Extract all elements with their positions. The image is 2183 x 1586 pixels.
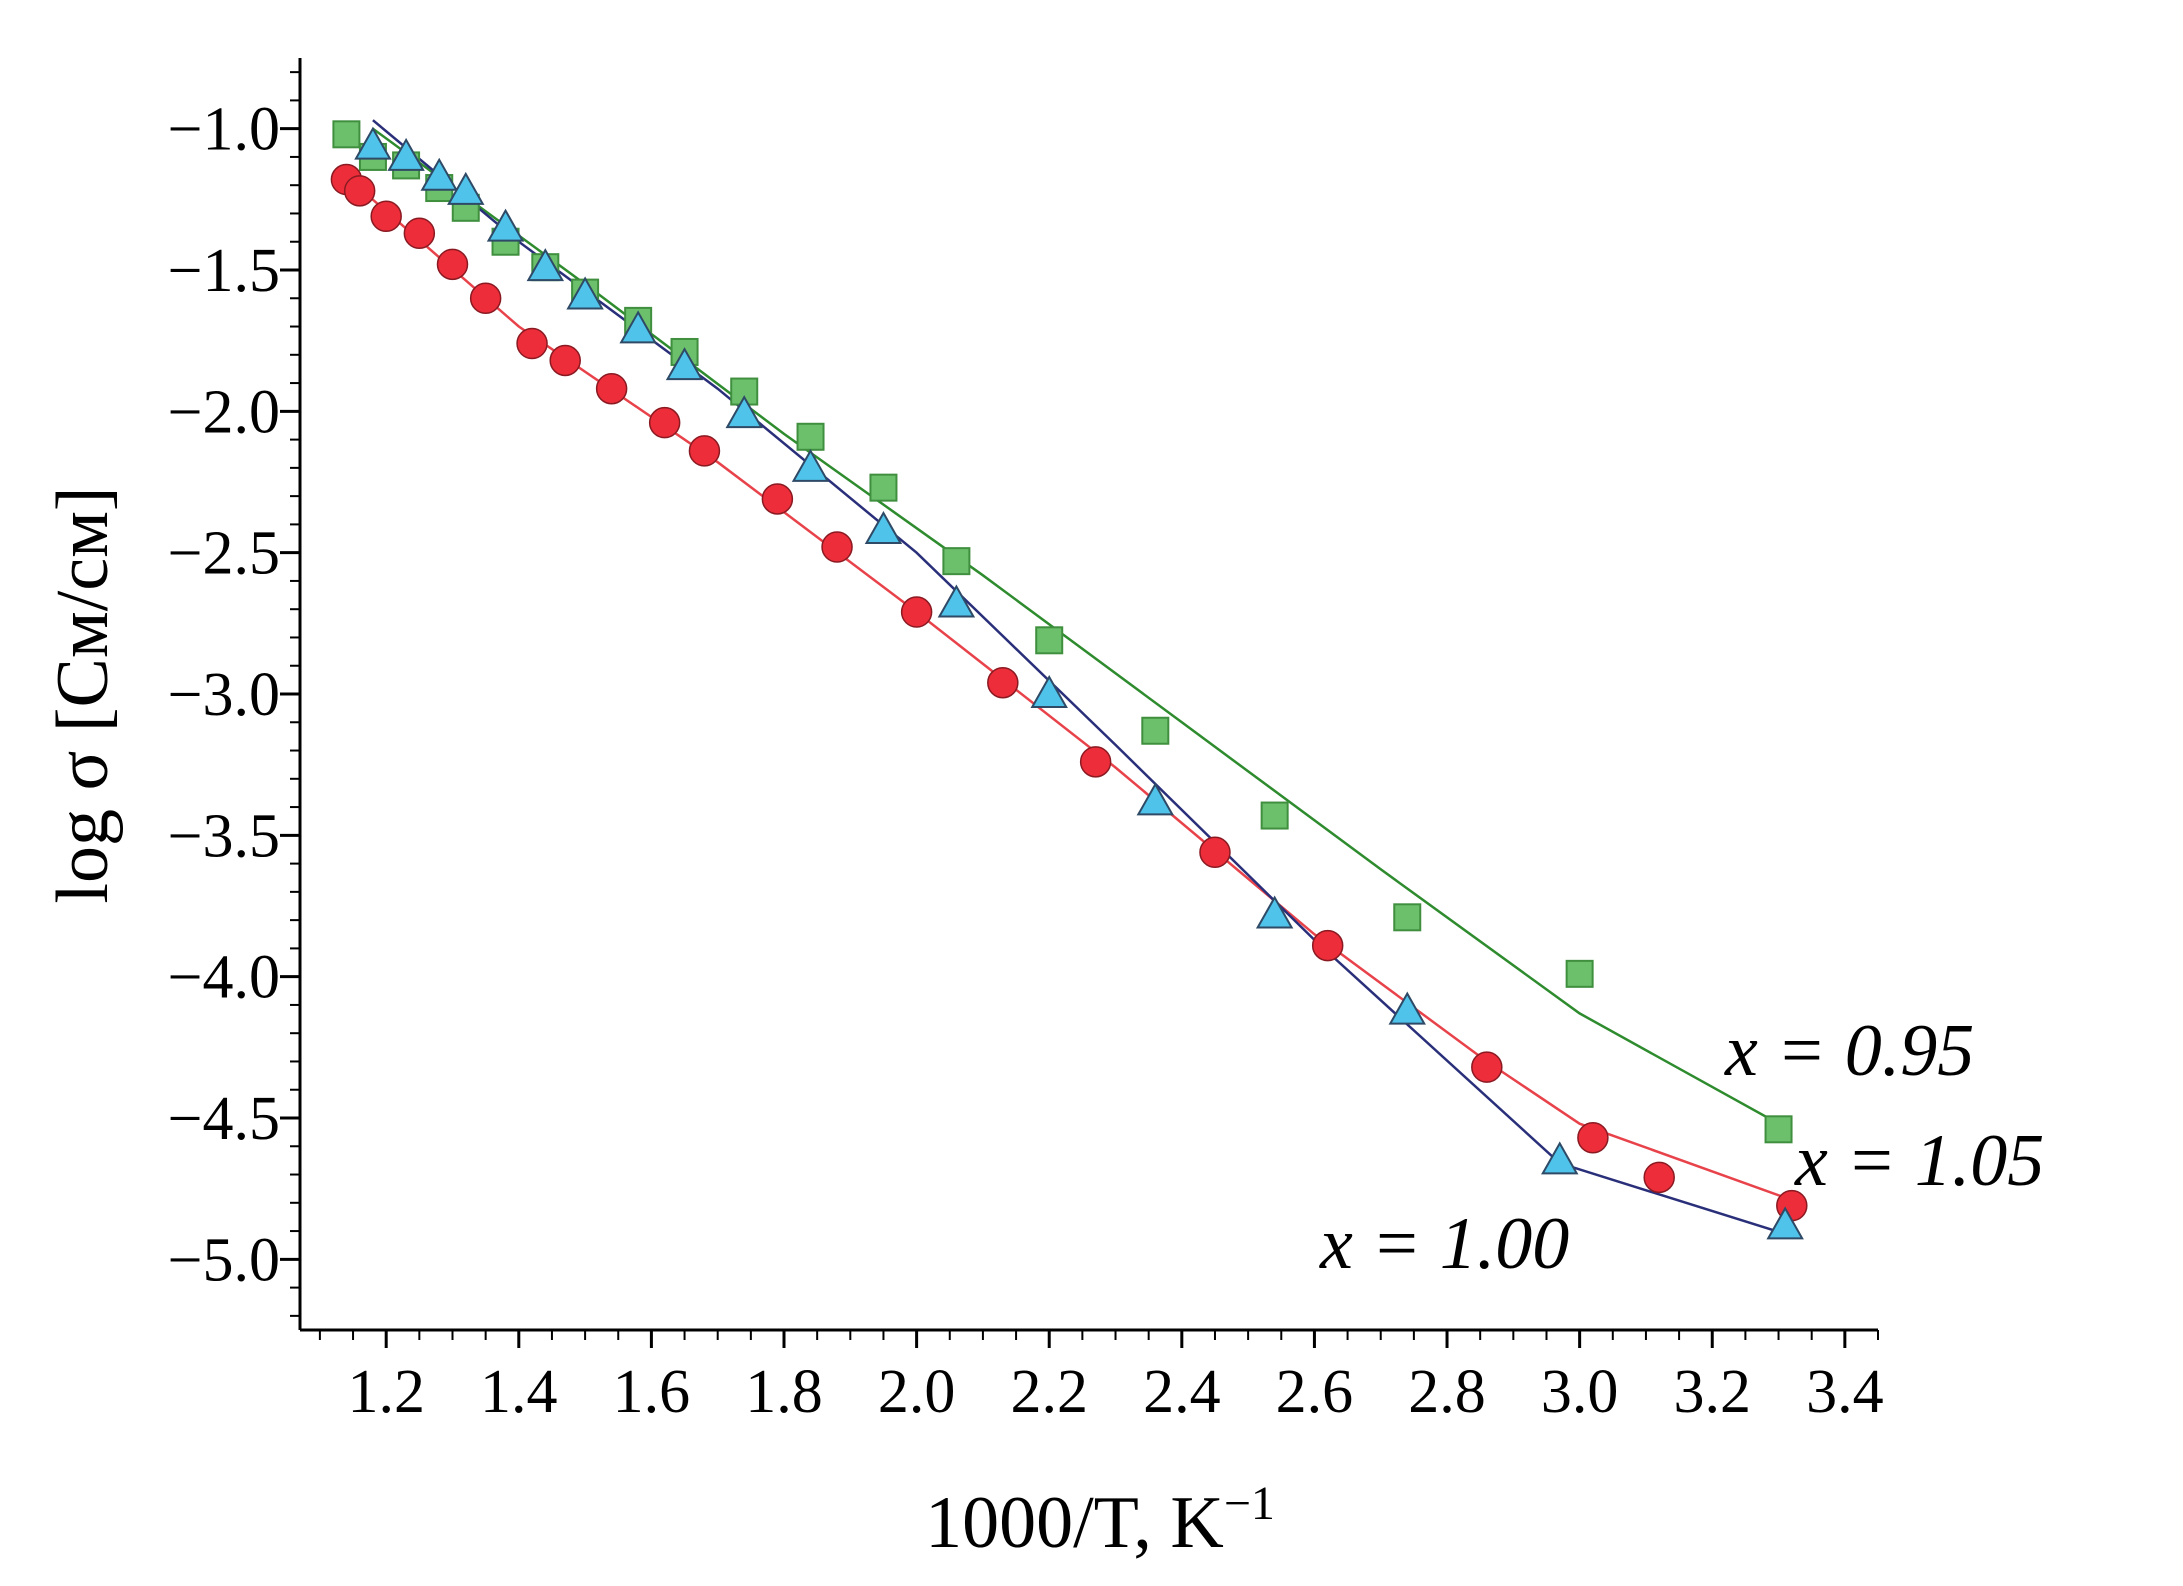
y-tick-label: −1.0: [168, 96, 280, 164]
data-point-circle: [821, 531, 853, 563]
data-point-square: [332, 120, 361, 149]
fit-lines: [345, 119, 1793, 1236]
y-tick-label: −2.0: [168, 378, 280, 446]
fit-line-circle: [345, 175, 1793, 1202]
y-tick-label: −4.5: [168, 1085, 280, 1153]
series-label-x105: x = 1.05: [1794, 1120, 2044, 1202]
x-tick-label: 1.4: [480, 1358, 558, 1426]
data-point-circle: [688, 435, 721, 467]
data-point-triangle: [1541, 1141, 1579, 1175]
data-point-triangle: [937, 584, 976, 618]
data-point-square: [796, 422, 825, 451]
y-tick-label: −3.5: [168, 802, 280, 870]
x-tick-label: 2.4: [1143, 1358, 1221, 1426]
data-point-triangle: [486, 208, 525, 242]
data-point-circle: [1577, 1122, 1609, 1154]
data-point-triangle: [526, 248, 565, 282]
data-point-square: [942, 547, 971, 576]
x-axis-title-text: 1000/T, K: [925, 1482, 1224, 1564]
data-point-circle: [403, 217, 436, 250]
fit-line-square: [372, 127, 1780, 1125]
data-point-circle: [1079, 746, 1112, 778]
x-tick-label: 2.2: [1010, 1358, 1088, 1426]
data-point-square: [869, 473, 898, 502]
data-point-circle: [469, 282, 502, 315]
series-label-x095: x = 0.95: [1724, 1010, 1974, 1092]
data-point-square: [1393, 903, 1422, 932]
data-point-triangle: [420, 157, 458, 191]
data-point-square: [1260, 801, 1289, 830]
data-point-triangle: [354, 126, 392, 160]
data-markers: [330, 120, 1808, 1240]
x-tick-label: 3.0: [1541, 1358, 1619, 1426]
x-tick-label: 3.4: [1806, 1358, 1884, 1426]
data-point-circle: [761, 483, 794, 515]
data-point-circle: [370, 200, 402, 233]
y-tick-label: −1.5: [168, 237, 280, 305]
x-tick-label: 3.2: [1673, 1358, 1751, 1426]
data-point-triangle: [725, 395, 763, 429]
x-tick-label: 1.2: [347, 1358, 425, 1426]
data-point-square: [1141, 716, 1170, 745]
data-point-circle: [343, 175, 376, 207]
y-tick-label: −5.0: [168, 1226, 280, 1294]
data-point-square: [1035, 626, 1064, 655]
x-axis-title: 1000/T, K−1: [925, 1477, 1275, 1564]
x-tick-label: 2.0: [878, 1358, 956, 1426]
data-point-circle: [900, 596, 933, 628]
data-point-triangle: [566, 276, 604, 310]
data-point-circle: [1471, 1051, 1503, 1083]
data-point-triangle: [665, 347, 704, 381]
y-axis-title: log σ [См/см]: [42, 486, 124, 903]
data-point-circle: [1199, 836, 1231, 869]
y-tick-label: −4.0: [168, 944, 280, 1012]
data-point-triangle: [1388, 991, 1426, 1025]
x-tick-label: 1.6: [613, 1358, 691, 1426]
x-tick-label: 2.6: [1276, 1358, 1354, 1426]
data-point-square: [1764, 1115, 1793, 1144]
data-point-circle: [595, 372, 628, 405]
series-label-x100: x = 1.00: [1319, 1203, 1569, 1285]
labels: 1000/T, K−1 log σ [См/см] x = 0.95 x = 1…: [42, 486, 2044, 1564]
data-point-circle: [987, 666, 1019, 699]
data-point-triangle: [1030, 674, 1068, 708]
data-point-circle: [549, 344, 581, 377]
data-point-triangle: [1255, 895, 1294, 929]
data-point-circle: [516, 327, 548, 360]
data-point-triangle: [864, 511, 903, 545]
x-axis-title-superscript: −1: [1224, 1477, 1275, 1530]
data-point-triangle: [1136, 782, 1175, 816]
x-tick-label: 1.8: [745, 1358, 823, 1426]
data-point-circle: [648, 406, 681, 439]
data-point-triangle: [619, 310, 657, 344]
x-tick-label: 2.8: [1408, 1358, 1486, 1426]
data-point-triangle: [1766, 1206, 1804, 1240]
data-point-square: [1565, 959, 1594, 988]
data-point-triangle: [387, 137, 425, 171]
data-point-circle: [1311, 929, 1344, 962]
data-point-triangle: [447, 171, 485, 205]
y-tick-label: −3.0: [168, 661, 280, 729]
y-tick-label: −2.5: [168, 520, 280, 588]
data-point-triangle: [791, 448, 830, 482]
data-point-circle: [1643, 1161, 1675, 1194]
axes: 1.2 1.4 1.6 1.8 2.0 2.2 2.4 2.6 2.8 3.0 3.2 3.4 −1.0…: [168, 58, 1884, 1426]
data-point-circle: [436, 248, 469, 281]
